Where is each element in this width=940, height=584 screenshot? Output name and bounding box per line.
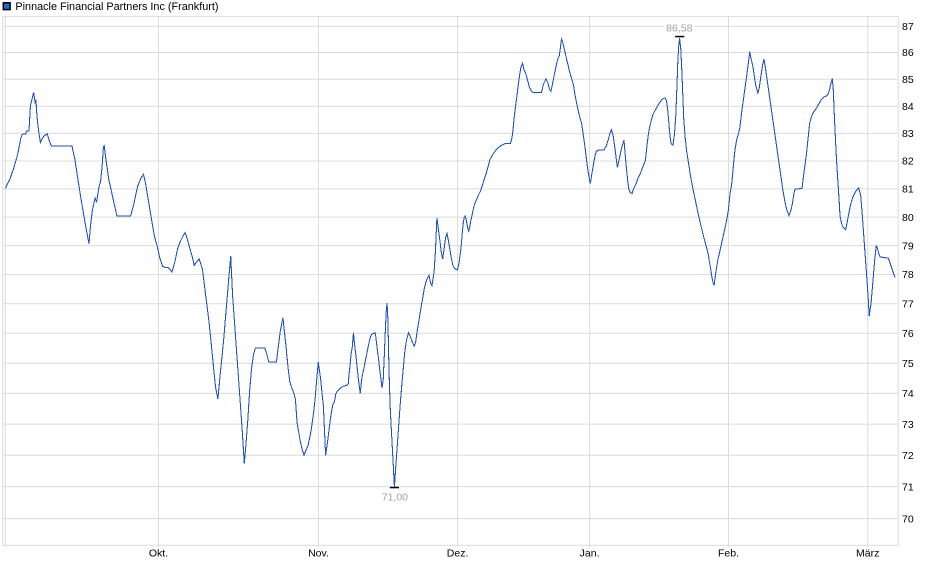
svg-text:März: März — [856, 548, 879, 560]
svg-text:83: 83 — [902, 128, 914, 140]
svg-text:71,00: 71,00 — [382, 491, 408, 503]
svg-text:75: 75 — [902, 358, 914, 370]
svg-text:Pinnacle Financial Partners In: Pinnacle Financial Partners Inc (Frankfu… — [15, 1, 218, 13]
svg-text:72: 72 — [902, 450, 914, 462]
svg-text:Dez.: Dez. — [447, 548, 469, 560]
svg-text:85: 85 — [902, 74, 914, 86]
svg-text:84: 84 — [902, 101, 914, 113]
svg-text:Feb.: Feb. — [718, 548, 739, 560]
svg-text:78: 78 — [902, 269, 914, 281]
svg-text:73: 73 — [902, 419, 914, 431]
svg-text:Jan.: Jan. — [580, 548, 600, 560]
svg-text:77: 77 — [902, 298, 914, 310]
svg-text:74: 74 — [902, 388, 914, 400]
svg-text:79: 79 — [902, 240, 914, 252]
svg-text:Nov.: Nov. — [308, 548, 329, 560]
svg-text:70: 70 — [902, 513, 914, 525]
svg-text:76: 76 — [902, 328, 914, 340]
svg-text:80: 80 — [902, 212, 914, 224]
svg-text:82: 82 — [902, 156, 914, 168]
svg-text:87: 87 — [902, 21, 914, 33]
svg-text:86: 86 — [902, 47, 914, 59]
svg-text:Okt.: Okt. — [149, 548, 168, 560]
svg-text:71: 71 — [902, 481, 914, 493]
svg-text:81: 81 — [902, 184, 914, 196]
svg-text:86,58: 86,58 — [666, 23, 692, 35]
